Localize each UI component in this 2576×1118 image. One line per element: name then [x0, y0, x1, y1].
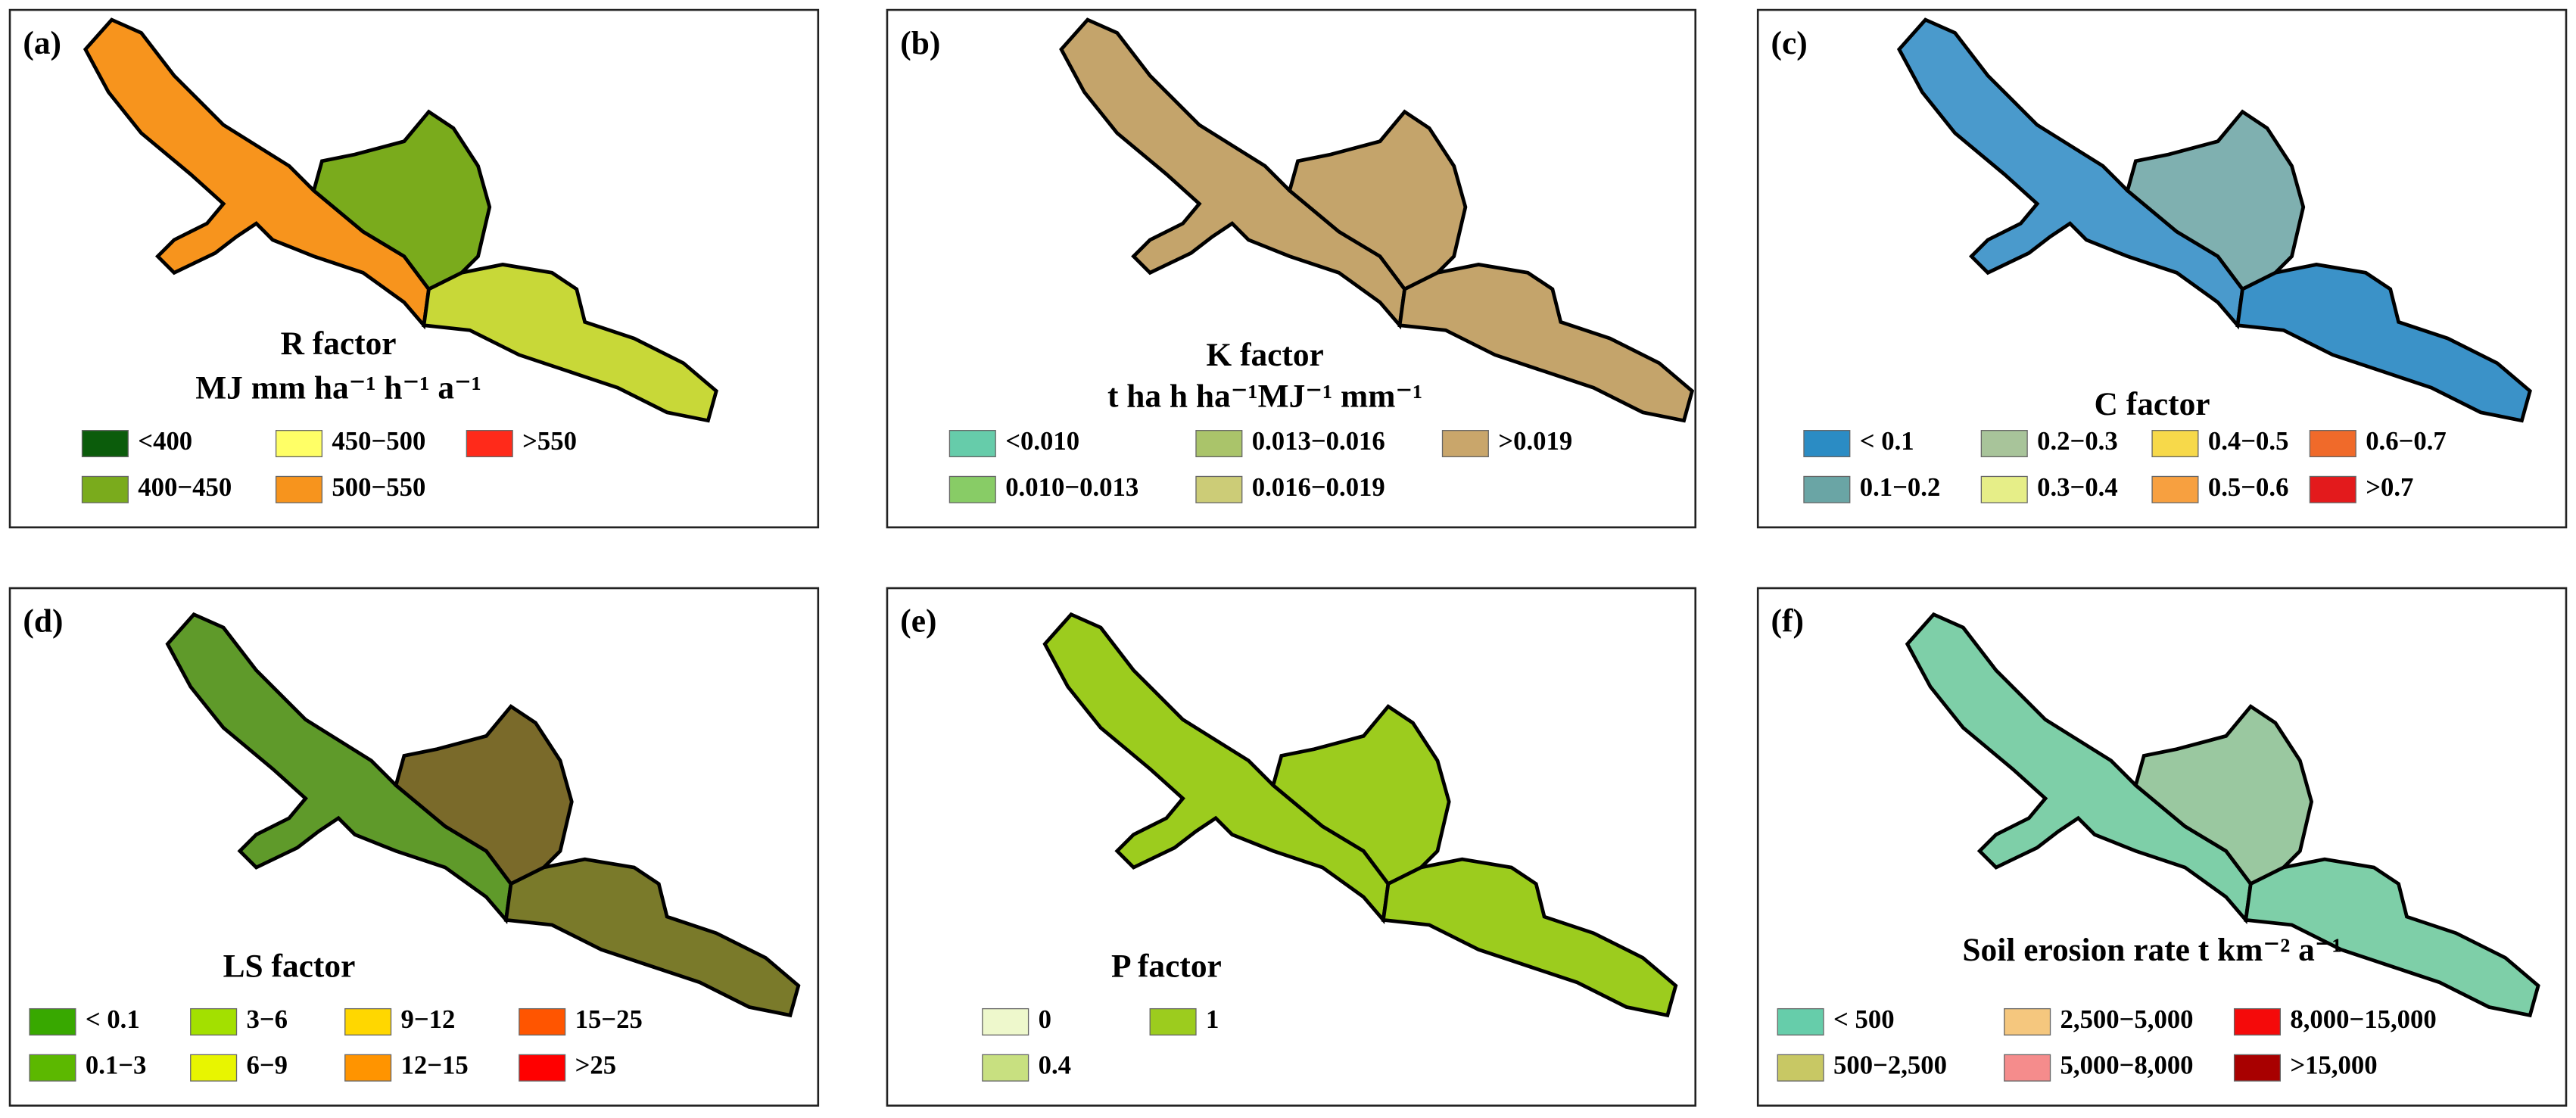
legend-swatch: [29, 1054, 76, 1082]
legend-swatch: [1777, 1007, 1824, 1035]
map-title: t ha h ha⁻¹MJ⁻¹ mm⁻¹: [1107, 378, 1422, 414]
panel-label: (d): [23, 603, 63, 640]
legend-swatch: [2233, 1054, 2282, 1082]
panel: (c) C factor < 0.1 0.1−0.2 0.2−0.3 0.3−0.4 0.4…: [1756, 8, 2568, 529]
panel-label: (c): [1771, 25, 1808, 61]
legend-label: 0.010−0.013: [1005, 472, 1138, 502]
legend-label: 8,000−15,000: [2290, 1004, 2436, 1034]
legend-swatch: [2004, 1054, 2051, 1082]
legend-label: < 500: [1833, 1004, 1895, 1034]
legend-swatch: [519, 1054, 566, 1082]
map-title: Soil erosion rate t km⁻² a⁻¹: [1962, 932, 2341, 968]
legend-swatch: [982, 1054, 1029, 1082]
legend-label: 0.1−0.2: [1860, 472, 1941, 502]
legend-label: 400−450: [138, 472, 232, 502]
legend-swatch: [1980, 475, 2028, 503]
legend-label: >0.019: [1498, 426, 1572, 456]
legend-label: 5,000−8,000: [2060, 1051, 2194, 1080]
map-title: R factor: [281, 325, 397, 362]
legend-swatch: [1803, 475, 1851, 503]
panel-label: (f): [1771, 603, 1804, 640]
legend-swatch: [982, 1007, 1029, 1035]
legend-swatch: [190, 1054, 238, 1082]
legend-swatch: [190, 1007, 238, 1035]
panel-label: (a): [23, 25, 61, 61]
map-title: LS factor: [223, 948, 356, 984]
legend-label: <400: [138, 426, 192, 456]
legend-swatch: [466, 430, 513, 458]
legend-label: 450−500: [332, 426, 425, 456]
legend-label: 0.4−0.5: [2208, 426, 2289, 456]
map-title: MJ mm ha⁻¹ h⁻¹ a⁻¹: [195, 370, 481, 406]
legend-swatch: [2151, 430, 2199, 458]
legend-label: 0.016−0.019: [1252, 472, 1385, 502]
legend-swatch: [1980, 430, 2028, 458]
legend-swatch: [1149, 1007, 1197, 1035]
panel-frame: [886, 8, 1697, 529]
legend-label: 12−15: [401, 1051, 469, 1080]
legend-swatch: [1195, 475, 1243, 503]
map-title: P factor: [1111, 948, 1222, 984]
legend-label: < 0.1: [1860, 426, 1914, 456]
panel: (e) P factor 0 0.4 1: [886, 587, 1697, 1107]
legend-swatch: [2151, 475, 2199, 503]
legend-swatch: [948, 430, 996, 458]
legend-label: 0.1−3: [86, 1051, 147, 1080]
panel: (f) Soil erosion rate t km⁻² a⁻¹ < 500 500−…: [1756, 587, 2568, 1107]
legend-label: >550: [522, 426, 577, 456]
legend-swatch: [344, 1007, 392, 1035]
legend-label: >15,000: [2290, 1051, 2377, 1080]
legend-swatch: [1803, 430, 1851, 458]
panel: (b) K factor t ha h ha⁻¹MJ⁻¹ mm⁻¹ <0.010 0.0…: [886, 8, 1697, 529]
legend-label: 500−2,500: [1833, 1051, 1947, 1080]
legend-swatch: [2004, 1007, 2051, 1035]
legend-swatch: [2233, 1007, 2282, 1035]
legend-label: 0.3−0.4: [2037, 472, 2118, 502]
legend-label: 2,500−5,000: [2060, 1004, 2194, 1034]
legend-label: < 0.1: [86, 1004, 140, 1034]
legend-label: 0.013−0.016: [1252, 426, 1385, 456]
panel: (d) LS factor < 0.1 0.1−3 3−6 6−9 9−12 12−15 15−…: [8, 587, 820, 1107]
legend-label: 0.5−0.6: [2208, 472, 2289, 502]
legend-swatch: [1441, 430, 1489, 458]
panel: (a) R factor MJ mm ha⁻¹ h⁻¹ a⁻¹<400 400−450…: [8, 8, 820, 529]
legend-label: 1: [1206, 1004, 1219, 1034]
legend-label: 0.4: [1039, 1051, 1071, 1080]
legend-swatch: [81, 430, 129, 458]
legend-swatch: [2309, 475, 2356, 503]
legend-label: 0.6−0.7: [2366, 426, 2447, 456]
legend-swatch: [29, 1007, 76, 1035]
legend-swatch: [275, 430, 323, 458]
legend-swatch: [1195, 430, 1243, 458]
legend-label: 0.2−0.3: [2037, 426, 2118, 456]
legend-label: 3−6: [247, 1004, 288, 1034]
legend-swatch: [344, 1054, 392, 1082]
legend-label: >25: [575, 1051, 617, 1080]
legend-label: 15−25: [575, 1004, 643, 1034]
legend-swatch: [948, 475, 996, 503]
legend-label: >0.7: [2366, 472, 2413, 502]
legend-label: 9−12: [401, 1004, 456, 1034]
legend-label: 0: [1039, 1004, 1051, 1034]
legend-swatch: [2309, 430, 2356, 458]
legend-swatch: [519, 1007, 566, 1035]
panel-label: (b): [900, 25, 940, 61]
legend-label: <0.010: [1005, 426, 1079, 456]
legend-swatch: [81, 475, 129, 503]
map-title: C factor: [2095, 386, 2210, 422]
legend-label: 6−9: [247, 1051, 288, 1080]
legend-swatch: [275, 475, 323, 503]
legend-swatch: [1777, 1054, 1824, 1082]
legend-label: 500−550: [332, 472, 425, 502]
map-title: K factor: [1206, 337, 1323, 373]
panel-label: (e): [900, 603, 936, 640]
